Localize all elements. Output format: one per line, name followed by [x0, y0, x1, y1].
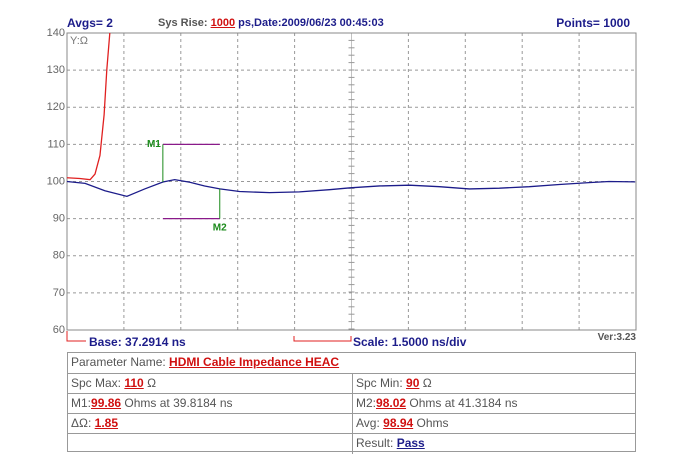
marker-label: M2 — [213, 222, 227, 233]
result-panel: Parameter Name: HDMI Cable Impedance HEA… — [67, 352, 636, 454]
unit: Ohms at — [409, 396, 455, 410]
value: 99.86 — [91, 396, 122, 410]
points-label: Points= — [556, 16, 600, 30]
scale: Scale: 1.5000 ns/div — [353, 335, 467, 349]
y-tick-label: 70 — [53, 287, 65, 299]
result: Pass — [396, 436, 425, 450]
marker-label: M1 — [147, 139, 161, 150]
label: Spc Max: — [71, 376, 122, 390]
scale-bracket — [293, 336, 352, 342]
time: 39.8184 — [173, 396, 217, 410]
label: Spc Min: — [356, 376, 403, 390]
cell: ΔΩ: 1.85 — [68, 414, 118, 434]
cell: Avg: 98.94 Ohms — [352, 414, 449, 434]
label: Parameter Name: — [71, 355, 166, 369]
unit: ns — [504, 396, 518, 410]
series-line — [66, 32, 111, 181]
value: 1.85 — [94, 416, 119, 430]
cell: Parameter Name: HDMI Cable Impedance HEA… — [68, 353, 339, 373]
y-tick-label: 80 — [53, 250, 65, 262]
avgs-value: 2 — [106, 16, 113, 30]
base: Base: 37.2914 ns — [89, 335, 186, 349]
unit: Ω — [422, 376, 432, 390]
row: Result: Pass — [68, 433, 635, 454]
series-line — [66, 178, 636, 198]
value: HDMI Cable Impedance HEAC — [169, 355, 340, 369]
value: 90 — [406, 376, 420, 390]
y-tick-label: 90 — [53, 213, 65, 225]
y-tick-label: 100 — [47, 175, 65, 187]
unit: ns — [219, 396, 233, 410]
sys-rise: Sys Rise: 1000 ps,Date:2009/06/23 00:45:… — [158, 17, 384, 29]
version: Ver:3.23 — [597, 332, 636, 343]
unit: Ohms — [416, 416, 449, 430]
label: Avg: — [356, 416, 380, 430]
value: 110 — [124, 376, 144, 390]
label: M1: — [71, 396, 92, 410]
unit: Ω — [147, 376, 157, 390]
label: ΔΩ: — [71, 416, 92, 430]
unit: Ohms at — [124, 396, 170, 410]
points: Points= 1000 — [556, 16, 630, 30]
cell: M1:99.86 Ohms at 39.8184 ns — [68, 394, 233, 414]
y-tick-label: 60 — [53, 324, 65, 336]
avgs: Avgs= 2 — [67, 16, 113, 30]
y-axis-label: Y:Ω — [70, 35, 88, 47]
row: Spc Max: 110 Ω Spc Min: 90 Ω — [68, 373, 635, 394]
cell: Spc Min: 90 Ω — [352, 374, 432, 394]
base-arrow — [66, 331, 86, 342]
value: 98.02 — [376, 396, 407, 410]
y-tick-label: 130 — [47, 64, 65, 76]
label: Result: — [356, 436, 394, 450]
label: M2: — [356, 396, 377, 410]
date: ps,Date:2009/06/23 00:45:03 — [238, 17, 384, 29]
value: 98.94 — [383, 416, 414, 430]
y-tick-label: 140 — [47, 27, 65, 39]
chart: Y:Ω 60 70 80 90 100 110 120 130 140 M1 M2 — [47, 27, 637, 342]
row: Parameter Name: HDMI Cable Impedance HEA… — [68, 353, 635, 373]
sys-rise-value: 1000 — [210, 17, 236, 29]
avgs-label: Avgs= — [67, 16, 103, 30]
row: M1:99.86 Ohms at 39.8184 ns M2:98.02 Ohm… — [68, 393, 635, 414]
cell: M2:98.02 Ohms at 41.3184 ns — [352, 394, 518, 414]
sys-rise-label: Sys Rise: — [158, 17, 208, 29]
cell: Spc Max: 110 Ω — [68, 374, 156, 394]
cell: Result: Pass — [352, 434, 425, 454]
points-value: 1000 — [603, 16, 630, 30]
row: ΔΩ: 1.85 Avg: 98.94 Ohms — [68, 413, 635, 434]
y-tick-label: 120 — [47, 101, 65, 113]
y-tick-label: 110 — [47, 138, 65, 150]
time: 41.3184 — [458, 396, 502, 410]
